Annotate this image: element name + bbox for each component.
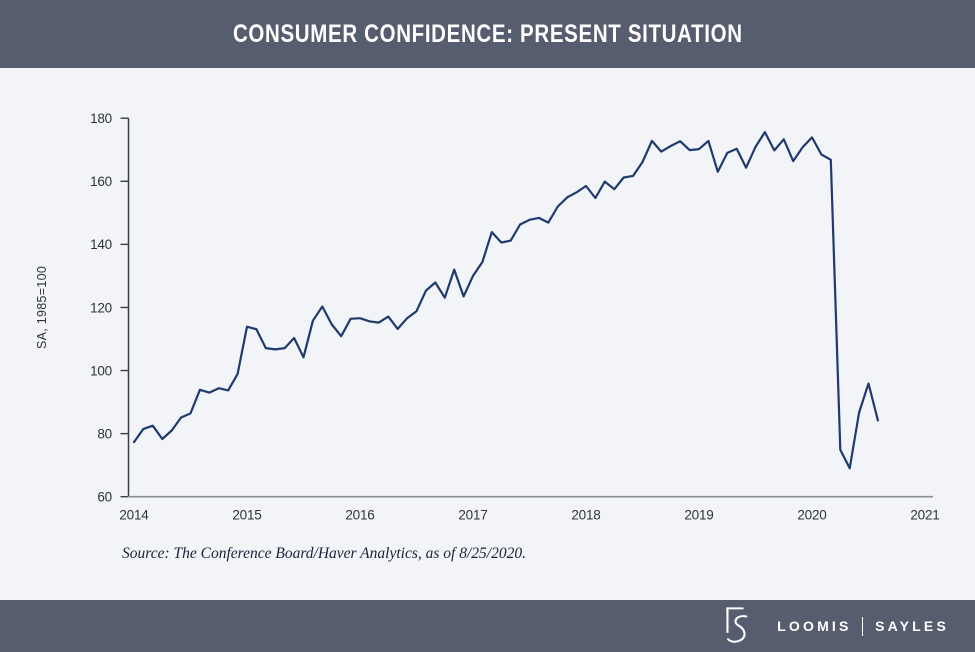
x-tick-label: 2016 bbox=[345, 508, 374, 523]
line-chart: 60 80 100 120 140 160 180 2014 2015 2016 2017 2018 2… bbox=[35, 111, 940, 523]
data-line-present-situation bbox=[132, 130, 880, 470]
y-tick-label: 160 bbox=[90, 174, 112, 189]
x-tick-label: 2019 bbox=[684, 508, 713, 523]
page-title: CONSUMER CONFIDENCE: PRESENT SITUATION bbox=[232, 19, 743, 48]
x-tick-label: 2015 bbox=[232, 508, 261, 523]
x-tick-label: 2018 bbox=[571, 508, 600, 523]
x-tick-label: 2021 bbox=[910, 508, 939, 523]
x-tick-label: 2014 bbox=[119, 508, 149, 523]
y-tick-label: 80 bbox=[97, 426, 112, 441]
brand-lockup: LOOMIS SAYLES bbox=[723, 606, 949, 646]
x-tick-label: 2017 bbox=[458, 508, 487, 523]
chart-section: 60 80 100 120 140 160 180 2014 2015 2016 2017 2018 2… bbox=[0, 68, 975, 600]
y-tick-label: 140 bbox=[90, 237, 112, 252]
brand-divider bbox=[861, 616, 864, 636]
y-tick-label: 180 bbox=[90, 111, 112, 126]
y-tick-label: 60 bbox=[97, 490, 112, 505]
source-note: Source: The Conference Board/Haver Analy… bbox=[122, 545, 526, 562]
loomis-sayles-monogram-icon bbox=[726, 607, 748, 643]
footer-bar: LOOMIS SAYLES bbox=[0, 600, 975, 652]
brand-loomis: LOOMIS bbox=[777, 618, 852, 634]
y-tick-label: 120 bbox=[90, 300, 112, 315]
y-tick-label: 100 bbox=[90, 363, 112, 378]
x-tick-label: 2020 bbox=[797, 508, 826, 523]
title-bar: CONSUMER CONFIDENCE: PRESENT SITUATION bbox=[0, 0, 975, 68]
y-axis-title: SA, 1985=100 bbox=[35, 266, 49, 349]
brand-sayles: SAYLES bbox=[875, 618, 949, 634]
